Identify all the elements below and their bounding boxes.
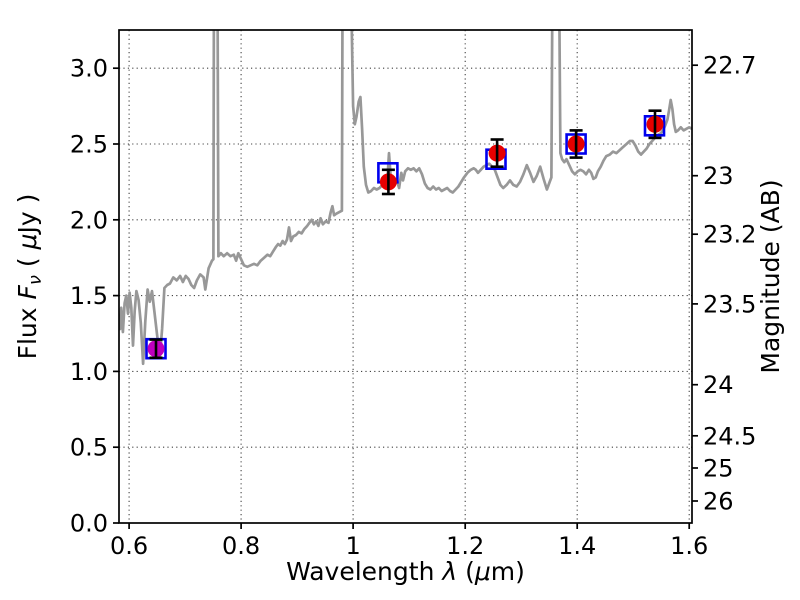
x-tick-label: 0.8 — [222, 532, 260, 560]
x-tick-label: 1 — [345, 532, 360, 560]
y-tick-label-right: 24.5 — [703, 422, 756, 450]
y-tick-label-right: 23.5 — [703, 290, 756, 318]
y-tick-label-left: 1.5 — [70, 282, 108, 310]
x-axis-label: Wavelength λ (μm) — [286, 557, 525, 586]
y-axis-label-right: Magnitude (AB) — [756, 179, 785, 373]
y-tick-label-right: 25 — [703, 455, 734, 483]
y-tick-label-left: 0.0 — [70, 510, 108, 538]
y-axis-label-left: Flux Fν ( μJy ) — [13, 194, 46, 360]
y-tick-label-left: 3.0 — [70, 55, 108, 83]
x-tick-label: 0.6 — [110, 532, 148, 560]
y-tick-label-left: 0.5 — [70, 434, 108, 462]
x-tick-label: 1.6 — [670, 532, 708, 560]
plot-frame — [118, 29, 693, 524]
y-tick-label-left: 2.0 — [70, 206, 108, 234]
x-tick-label: 1.4 — [558, 532, 596, 560]
y-tick-label-right: 22.7 — [703, 52, 756, 80]
y-tick-label-left: 2.5 — [70, 131, 108, 159]
y-tick-label-right: 23 — [703, 162, 734, 190]
x-tick-label: 1.2 — [446, 532, 484, 560]
y-tick-label-right: 24 — [703, 371, 734, 399]
spectrum-line — [119, 30, 692, 366]
y-tick-label-left: 1.0 — [70, 358, 108, 386]
y-tick-label-right: 23.2 — [703, 221, 756, 249]
y-tick-label-right: 26 — [703, 488, 734, 516]
